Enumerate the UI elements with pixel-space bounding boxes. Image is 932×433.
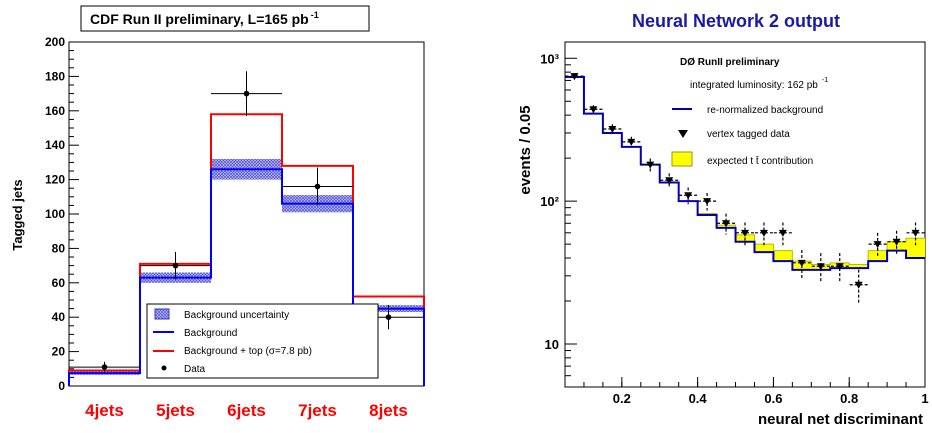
d0-ytick-label: 10 [545,337,559,352]
cdf-ytick-label: 0 [58,379,65,393]
cdf-data-points [69,71,424,373]
legend-ttbar-label: expected t t̄ contribution [707,155,813,167]
cdf-ytick-label: 140 [45,138,65,152]
d0-ylabel: events / 0.05 [517,105,534,194]
cdf-ytick-label: 100 [45,207,65,221]
d0-data-point [665,177,674,185]
d0-title: Neural Network 2 output [632,11,840,31]
cdf-title: CDF Run II preliminary, L=165 pb -1 [90,10,319,27]
legend-bgtop-label: Background + top (σ=7.8 pb) [184,346,312,357]
d0-xtick-label: 0.2 [613,391,631,406]
d0-xlabel: neural net discriminant [758,411,923,428]
cdf-ytick-label: 180 [45,69,65,83]
d0-data-point [684,192,693,200]
d0-data-point [608,125,617,133]
d0-data-point [873,241,882,249]
d0-luminosity-main: integrated luminosity: 162 pb [690,80,818,91]
cdf-category-label: 7jets [298,401,337,420]
cdf-category-label: 6jets [227,401,266,420]
d0-data-point [854,281,863,289]
cdf-data-point [314,183,321,190]
legend-data-label: Data [184,364,206,375]
d0-ttbar-bin [906,238,925,258]
cdf-y-axis: 0 20 40 60 80 100 120 140 160 180 200 [45,35,79,393]
d0-xtick-label: 0.6 [764,391,782,406]
d0-data-point [646,161,655,169]
d0-xtick-label: 0.8 [840,391,858,406]
cdf-ytick-label: 120 [45,173,65,187]
d0-data-point [627,138,636,146]
d0-data-point [911,229,920,237]
d0-data-point [570,73,579,81]
d0-panel: Neural Network 2 output events / 0.05 ne… [517,11,929,428]
cdf-panel: CDF Run II preliminary, L=165 pb -1 Tagge… [10,5,425,420]
d0-background-histogram [565,75,925,271]
cdf-ytick-label: 80 [52,241,66,255]
legend-renorm-label: re-normalized background [707,105,823,116]
d0-luminosity: integrated luminosity: 162 pb -1 [690,77,828,91]
legend-data-marker [161,365,167,371]
cdf-category-label: 5jets [156,401,195,420]
d0-data-point [835,263,844,271]
d0-data-point [797,259,806,267]
d0-xtick-label: 1 [921,391,928,406]
legend-background-label: Background [184,328,237,339]
d0-experiment-label: DØ RunII preliminary [680,57,780,68]
d0-legend: DØ RunII preliminary integrated luminosi… [671,57,828,167]
cdf-ytick-label: 160 [45,104,65,118]
cdf-category-label: 8jets [369,401,408,420]
d0-axes: 0.2 0.4 0.6 0.8 1 10 10² 10³ [540,51,928,406]
cdf-title-main: CDF Run II preliminary, L=165 pb [90,11,309,27]
d0-data-point [778,229,787,237]
cdf-ytick-label: 60 [52,276,66,290]
d0-luminosity-sup: -1 [822,77,828,84]
d0-ttbar-bin [849,264,869,269]
legend-ttbar-swatch [671,151,693,167]
d0-data-points [565,73,925,305]
legend-vertex-label: vertex tagged data [707,129,790,140]
d0-data-point [589,106,598,114]
d0-ttbar-bin [754,244,774,253]
cdf-ylabel: Tagged jets [10,179,25,250]
d0-plot-frame [564,41,926,388]
cdf-legend: Background uncertainty Background Backgr… [146,303,379,379]
cdf-category-label: 4jets [85,401,124,420]
cdf-legend-box [146,303,379,379]
legend-uncertainty-swatch [154,308,170,320]
cdf-data-point [101,364,108,370]
d0-data-point [741,229,749,237]
d0-data-point [722,220,731,228]
d0-data-point [759,229,768,237]
cdf-title-sup: -1 [311,10,319,20]
cdf-data-point [243,90,250,97]
cdf-data-point [172,262,179,269]
d0-ytick-label: 10³ [540,51,559,66]
d0-data-point [892,238,901,246]
cdf-data-point [385,314,392,321]
cdf-category-labels: 4jets 5jets 6jets 7jets 8jets [85,401,408,420]
d0-data-point [816,263,825,271]
cdf-ytick-label: 200 [45,35,65,49]
cdf-ytick-label: 20 [52,345,66,359]
d0-xtick-label: 0.4 [689,391,708,406]
d0-ytick-label: 10² [540,194,559,209]
cdf-ytick-label: 40 [52,310,66,324]
legend-vertex-marker [678,130,688,138]
legend-uncertainty-label: Background uncertainty [184,310,289,321]
cdf-title-box [80,5,370,32]
d0-data-point [703,198,712,206]
d0-ttbar-bin [773,250,793,262]
